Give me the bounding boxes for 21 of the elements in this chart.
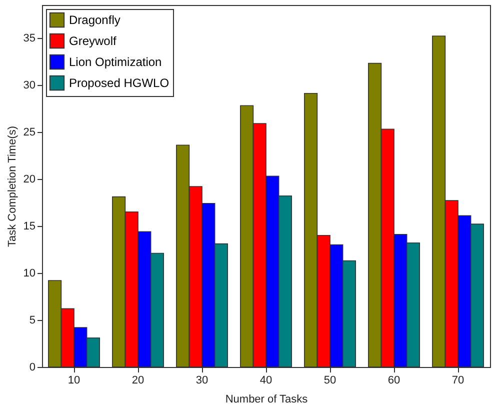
legend-label: Lion Optimization (69, 55, 162, 69)
y-tick-label: 0 (29, 362, 36, 374)
y-tick-label: 30 (23, 79, 36, 92)
y-tick-label: 20 (23, 173, 36, 186)
x-tick-label: 10 (68, 374, 80, 386)
x-tick-label: 30 (196, 374, 208, 386)
y-tick-label: 35 (23, 32, 36, 44)
x-tick-label: 70 (452, 374, 464, 386)
y-axis-title: Task Completion Time(s) (6, 126, 18, 248)
legend-label: Greywolf (69, 34, 118, 48)
y-tick-label: 25 (23, 126, 36, 138)
y-tick-label: 15 (23, 220, 36, 232)
x-tick-label: 60 (388, 374, 400, 386)
legend-label: Dragonfly (69, 13, 120, 27)
x-axis-title: Number of Tasks (225, 394, 308, 406)
x-tick-label: 40 (260, 374, 272, 386)
y-tick-label: 10 (23, 267, 36, 280)
x-tick-label: 50 (324, 374, 336, 386)
y-tick-label: 5 (29, 314, 36, 326)
x-tick-label: 20 (132, 374, 144, 386)
legend-label: Proposed HGWLO (69, 76, 170, 90)
